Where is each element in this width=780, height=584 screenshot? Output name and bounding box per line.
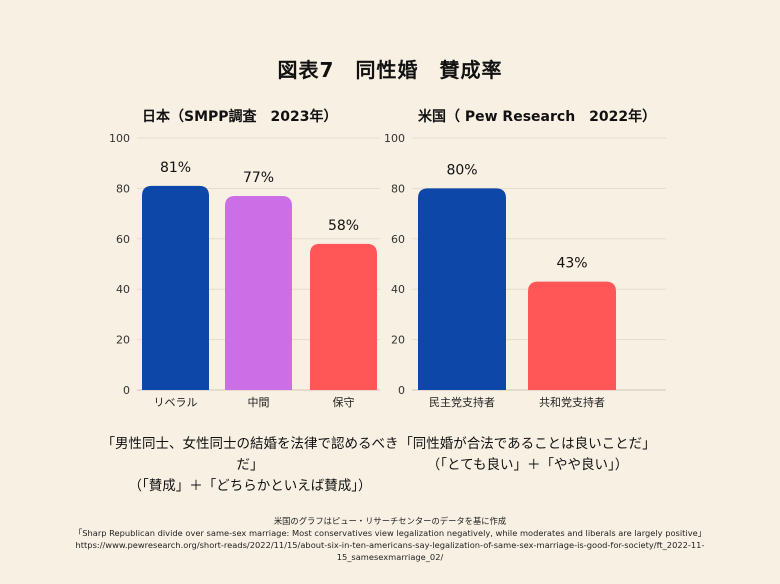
source-line2: 「Sharp Republican divide over same-sex m… (73, 528, 707, 538)
japan-ytick-label-0: 0 (123, 384, 130, 397)
us-category-label-2: 共和党支持者 (539, 395, 605, 409)
us-ytick-label-20: 20 (391, 334, 405, 347)
japan-ytick-label-100: 100 (109, 132, 130, 145)
japan-category-label-1: リベラル (154, 396, 198, 409)
japan-bar-3 (310, 243, 377, 390)
japan-caption: 「男性同士、女性同士の結婚を法律で認めるべきだ」 （「賛成」＋「どちらかといえば… (100, 434, 400, 497)
japan-ytick-label-80: 80 (116, 182, 130, 195)
source-note: 米国のグラフはピュー・リサーチセンターのデータを基に作成 「Sharp Repu… (40, 515, 740, 563)
japan-caption-line2: （「賛成」＋「どちらかといえば賛成」） (128, 478, 372, 494)
us-chart-subtitle: 米国（ Pew Research 2022年） (418, 109, 657, 125)
source-line3: https://www.pewresearch.org/short-reads/… (75, 540, 705, 550)
japan-ytick-label-20: 20 (116, 334, 130, 347)
us-bar-2 (528, 281, 616, 390)
us-ytick-label-40: 40 (391, 283, 405, 296)
source-line4: 15_samesexmarriage_02/ (336, 552, 444, 562)
us-ytick-label-100: 100 (384, 132, 405, 145)
japan-value-label-1: 81% (160, 160, 191, 176)
japan-value-label-3: 58% (328, 218, 359, 234)
japan-chart-subtitle: 日本（SMPP調査 2023年） (142, 109, 338, 125)
japan-bar-2 (225, 195, 292, 390)
us-caption-line2: （「とても良い」＋「やや良い」） (426, 457, 629, 473)
source-line1: 米国のグラフはピュー・リサーチセンターのデータを基に作成 (273, 516, 507, 526)
japan-ytick-label-40: 40 (116, 283, 130, 296)
japan-category-label-3: 保守 (333, 395, 355, 409)
chart-title: 図表7 同性婚 賛成率 (277, 58, 503, 82)
japan-caption-line1: 「男性同士、女性同士の結婚を法律で認めるべきだ」 (101, 436, 399, 473)
us-category-label-1: 民主党支持者 (429, 395, 495, 409)
japan-bar-1 (142, 185, 209, 390)
us-ytick-label-60: 60 (391, 233, 405, 246)
us-ytick-label-0: 0 (398, 384, 405, 397)
us-caption-line1: 「同性婚が合法であることは良いことだ」 (399, 436, 656, 452)
us-value-label-2: 43% (556, 256, 587, 272)
japan-ytick-label-60: 60 (116, 233, 130, 246)
japan-value-label-2: 77% (243, 170, 274, 186)
us-caption: 「同性婚が合法であることは良いことだ」 （「とても良い」＋「やや良い」） (395, 434, 660, 476)
japan-category-label-2: 中間 (248, 396, 270, 409)
us-value-label-1: 80% (446, 162, 477, 178)
us-ytick-label-80: 80 (391, 182, 405, 195)
us-bar-1 (418, 188, 506, 390)
